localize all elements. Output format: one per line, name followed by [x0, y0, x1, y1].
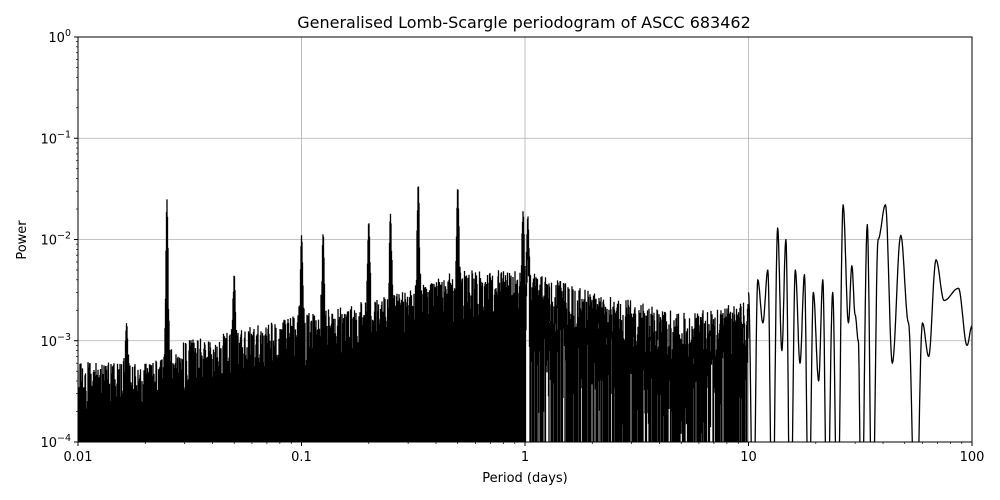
y-tick-label: 10−4 [40, 433, 71, 451]
y-tick-label: 10−1 [40, 129, 71, 147]
x-axis-label: Period (days) [482, 471, 568, 486]
y-axis-label: Power [15, 220, 30, 260]
y-tick-label: 10−2 [40, 231, 71, 249]
x-tick-label: 100 [960, 450, 985, 465]
x-tick-label: 0.01 [64, 450, 93, 465]
chart-title: Generalised Lomb-Scargle periodogram of … [297, 13, 751, 32]
y-tick-label: 100 [48, 28, 71, 46]
x-axis: 0.01 0.1 1 10 100 [64, 442, 985, 465]
x-tick-label: 10 [740, 450, 757, 465]
x-tick-label: 0.1 [291, 450, 312, 465]
y-tick-label: 10−3 [40, 332, 71, 350]
x-tick-label: 1 [521, 450, 529, 465]
periodogram-line [78, 186, 972, 442]
y-axis: 100 10−1 10−2 10−3 10−4 [40, 28, 78, 451]
